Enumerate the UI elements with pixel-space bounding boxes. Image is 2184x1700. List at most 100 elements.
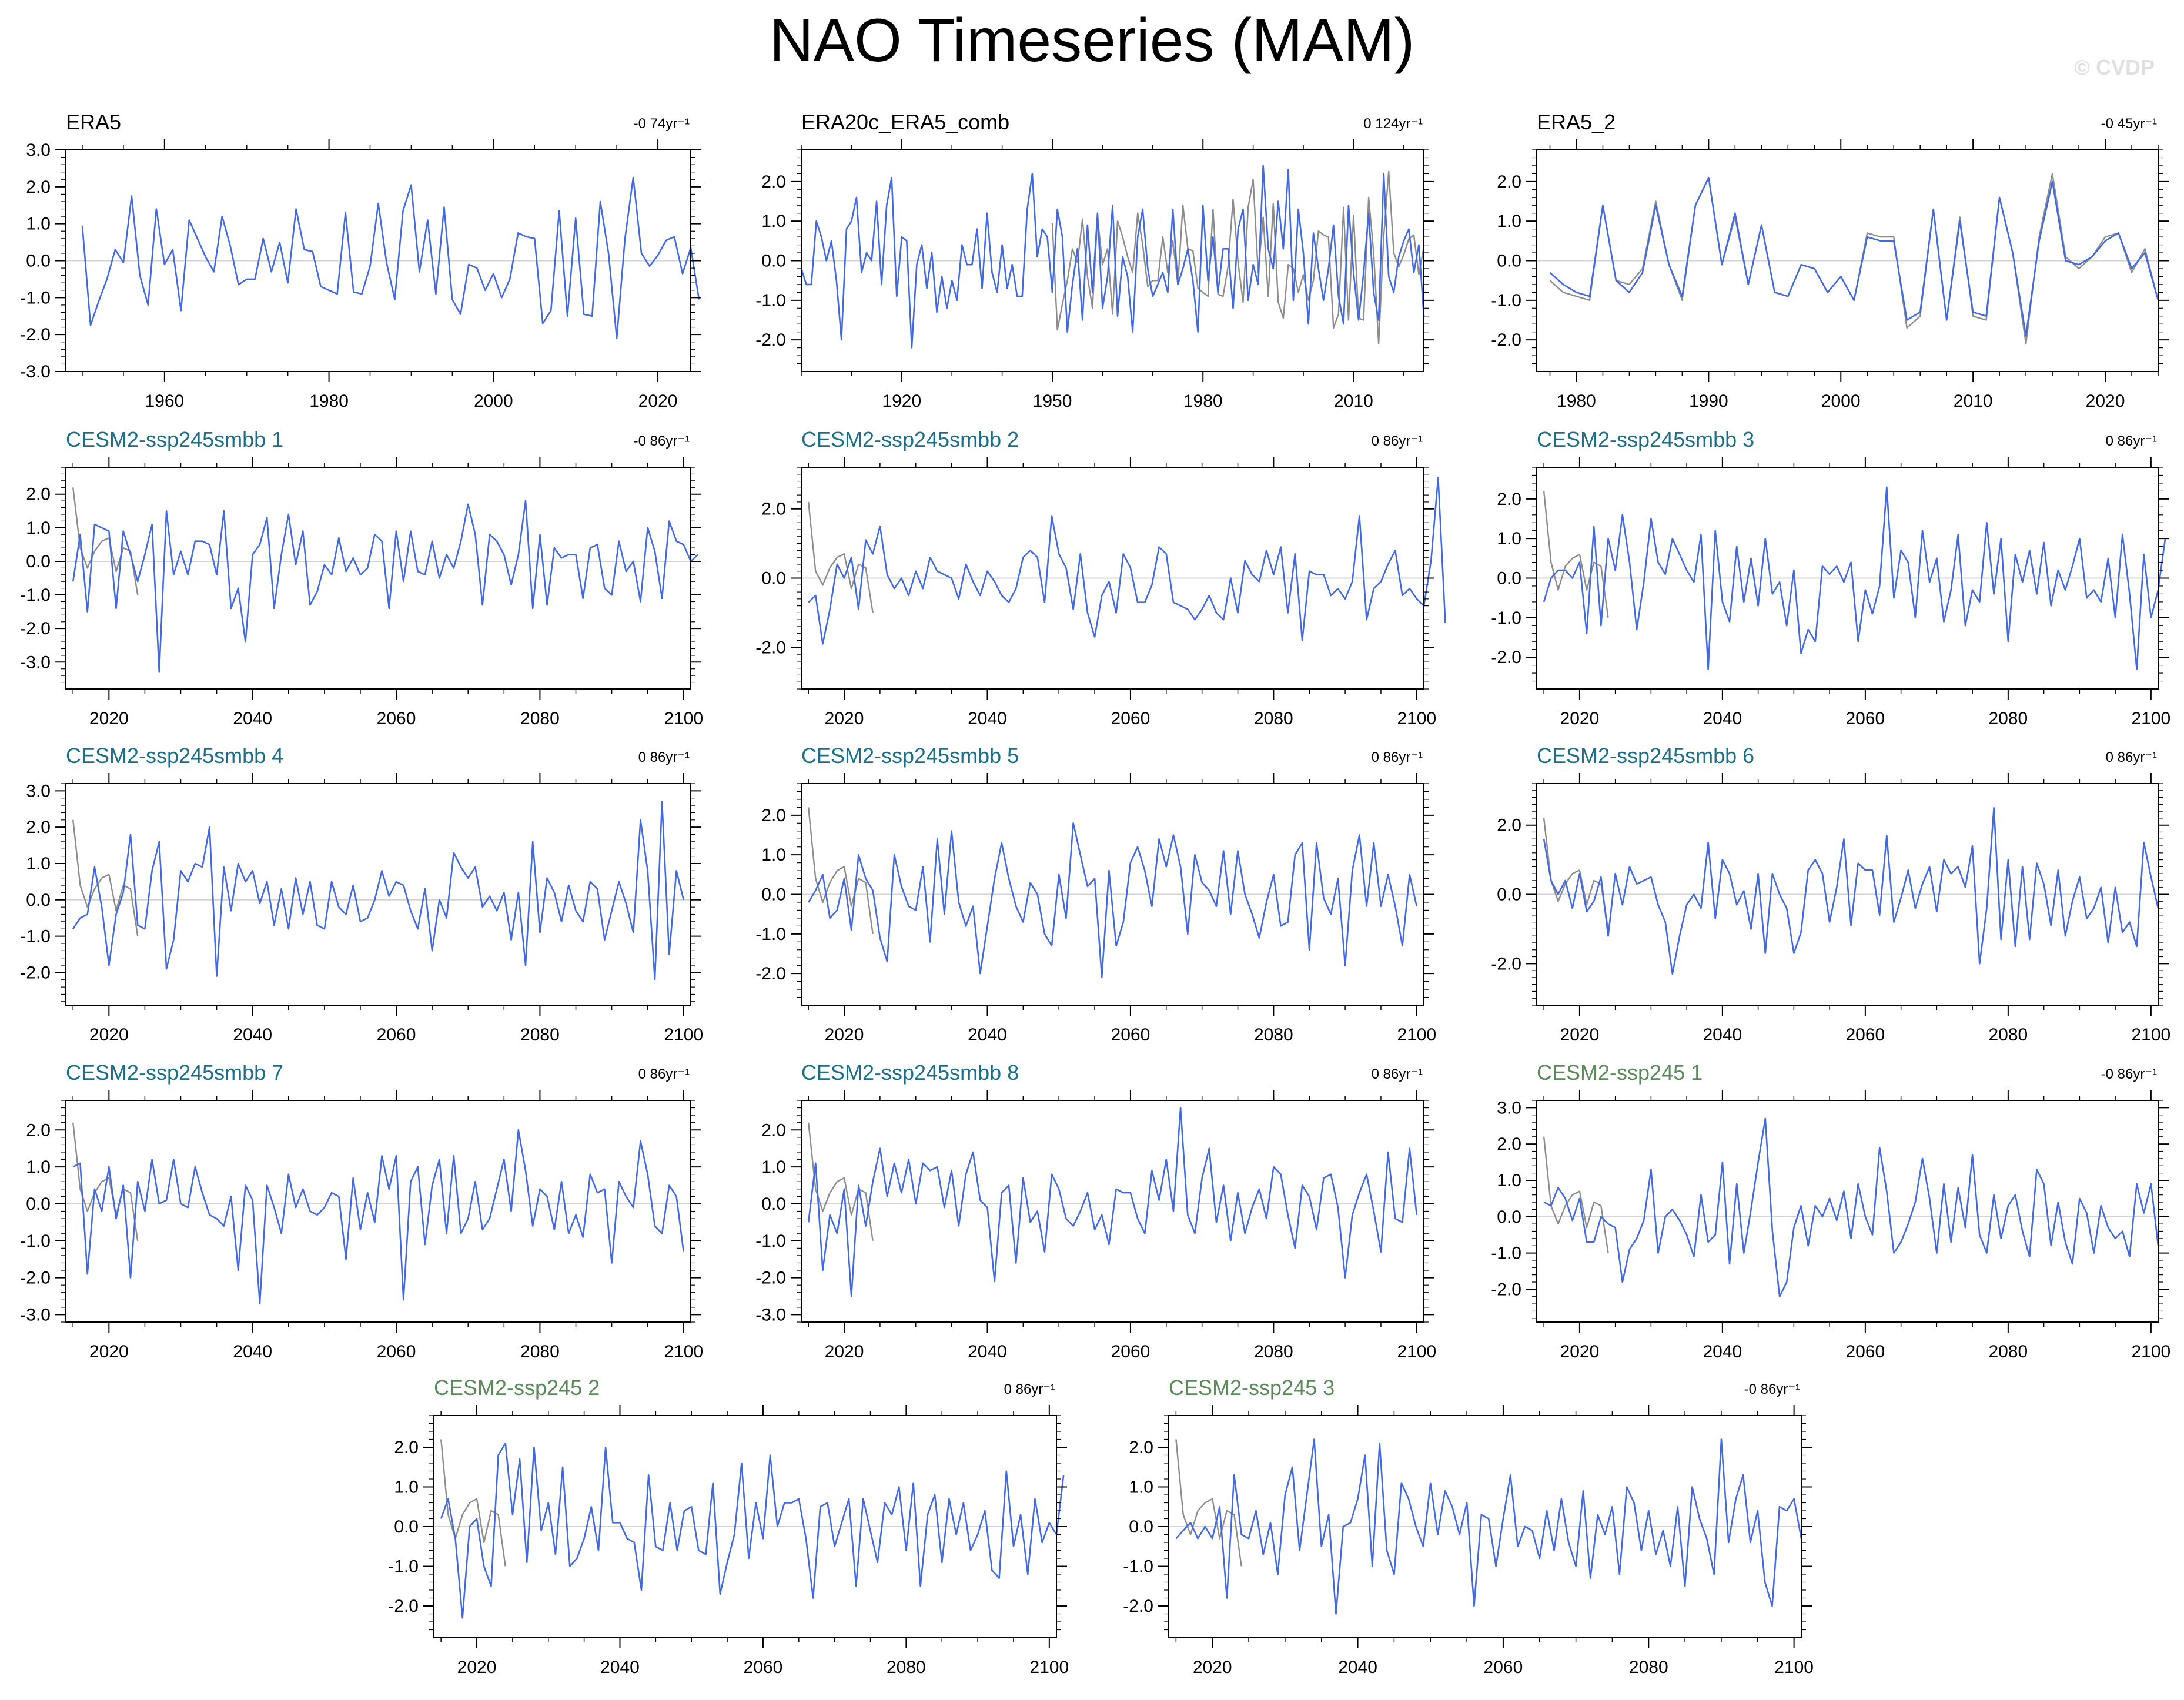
y-tick-label: -1.0 — [20, 585, 51, 605]
trend-label: 0 86yr⁻¹ — [1372, 433, 1423, 449]
x-tick-label: 2010 — [1334, 391, 1373, 411]
x-tick-label: 1990 — [1689, 391, 1728, 411]
y-tick-label: 1.0 — [1497, 212, 1521, 231]
x-tick-label: 2080 — [1988, 709, 2028, 728]
panel-title: CESM2-ssp245smbb 5 — [801, 744, 1019, 768]
y-tick-label: 2.0 — [26, 818, 51, 837]
panel-title: CESM2-ssp245 1 — [1537, 1060, 1703, 1085]
y-tick-label: -3.0 — [755, 1305, 786, 1324]
model-series-line — [808, 822, 1418, 979]
y-tick-label: -2.0 — [1491, 954, 1521, 973]
x-tick-label: 2040 — [1703, 1025, 1742, 1045]
y-tick-label: 0.0 — [26, 891, 51, 910]
y-tick-label: -2.0 — [1123, 1597, 1153, 1616]
x-tick-label: 2020 — [2086, 391, 2125, 411]
chart-panel: 2020 2040 2060 2080 2100 3.0 2.0 1.0 0.0 -1.0 -2.0… — [1491, 1060, 2170, 1361]
y-tick-label: 1.0 — [761, 845, 786, 865]
y-tick-label: 1.0 — [1497, 1171, 1521, 1190]
y-tick-label: 1.0 — [26, 215, 51, 234]
y-tick-label: 3.0 — [1497, 1098, 1521, 1117]
chart-panel: 2020 2040 2060 2080 2100 2.0 1.0 0.0 -1.0 -2.0 CES… — [388, 1376, 1069, 1677]
y-tick-label: -1.0 — [388, 1557, 419, 1577]
x-tick-label: 2040 — [1338, 1658, 1377, 1677]
x-tick-label: 2080 — [520, 1342, 560, 1361]
y-tick-label: 0.0 — [26, 1194, 51, 1214]
trend-label: -0 86yr⁻¹ — [1744, 1381, 1800, 1397]
x-tick-label: 2020 — [1560, 1025, 1600, 1045]
y-tick-label: 1.0 — [26, 518, 51, 538]
x-tick-label: 2040 — [233, 1025, 272, 1045]
chart-panel: 1960 1980 2000 2020 3.0 2.0 1.0 0.0 -1.0 -2.0 -3.0… — [20, 110, 701, 411]
y-tick-label: 2.0 — [761, 1120, 786, 1140]
y-tick-label: 0.0 — [1497, 885, 1521, 905]
x-tick-label: 2060 — [1111, 1342, 1150, 1361]
y-tick-label: 1.0 — [761, 1157, 786, 1177]
y-tick-label: -2.0 — [20, 963, 51, 982]
panel-title: CESM2-ssp245smbb 3 — [1537, 427, 1754, 451]
model-series-line — [72, 1129, 685, 1304]
obs-series-line — [808, 807, 874, 934]
y-tick-label: 3.0 — [26, 781, 51, 801]
x-tick-label: 2060 — [1484, 1658, 1523, 1677]
chart-panel: 2020 2040 2060 2080 2100 2.0 1.0 0.0 -1.0 -2.0 -3.… — [755, 1060, 1436, 1361]
x-tick-label: 2020 — [457, 1658, 497, 1677]
y-tick-label: -2.0 — [755, 1269, 786, 1288]
model-series-line — [1175, 1438, 1802, 1615]
x-tick-label: 2080 — [1254, 1342, 1293, 1361]
chart-panel: 2020 2040 2060 2080 2100 2.0 0.0 -2.0 CESM2-ssp2… — [1491, 744, 2170, 1045]
y-tick-label: -2.0 — [755, 638, 786, 657]
y-tick-label: 2.0 — [761, 500, 786, 519]
chart-panel: 1980 1990 2000 2010 2020 2.0 1.0 0.0 -1.0 -2.0 ERA… — [1491, 110, 2169, 411]
x-tick-label: 2100 — [1029, 1658, 1069, 1677]
chart-panel: 2020 2040 2060 2080 2100 2.0 1.0 0.0 -1.0 -2.0 CES… — [755, 744, 1436, 1045]
y-tick-label: 1.0 — [1497, 529, 1521, 548]
y-tick-label: -2.0 — [20, 325, 51, 344]
y-tick-label: 2.0 — [26, 485, 51, 504]
x-tick-label: 2060 — [377, 1025, 416, 1045]
chart-panel: 2020 2040 2060 2080 2100 2.0 1.0 0.0 -1.0 -2.0 CES… — [1123, 1376, 1814, 1677]
x-tick-label: 2040 — [968, 1025, 1007, 1045]
y-tick-label: 2.0 — [761, 172, 786, 192]
x-tick-label: 2100 — [2131, 1025, 2170, 1045]
obs-series-line — [1051, 170, 1425, 345]
watermark: © CVDP — [2074, 55, 2155, 79]
trend-label: 0 86yr⁻¹ — [638, 749, 690, 765]
model-series-line — [800, 165, 1425, 349]
panel-title: CESM2-ssp245smbb 6 — [1537, 744, 1754, 768]
trend-label: -0 86yr⁻¹ — [2101, 1066, 2157, 1082]
trend-label: -0 74yr⁻¹ — [634, 116, 690, 132]
y-tick-label: -2.0 — [1491, 330, 1521, 350]
y-tick-label: 2.0 — [1497, 172, 1521, 192]
y-tick-label: 0.0 — [26, 552, 51, 571]
chart-panel: 2020 2040 2060 2080 2100 3.0 2.0 1.0 0.0 -1.0 -2.0… — [20, 744, 703, 1045]
y-tick-label: 0.0 — [26, 252, 51, 271]
trend-label: 0 86yr⁻¹ — [1372, 749, 1423, 765]
x-tick-label: 2100 — [1397, 1342, 1436, 1361]
y-tick-label: -1.0 — [1491, 608, 1521, 628]
model-series-line — [807, 1107, 1418, 1297]
model-series-line — [808, 477, 1446, 645]
y-tick-label: -2.0 — [755, 964, 786, 983]
trend-label: 0 86yr⁻¹ — [2106, 433, 2157, 449]
y-tick-label: 2.0 — [1497, 1135, 1521, 1154]
y-tick-label: 1.0 — [394, 1478, 419, 1497]
x-tick-label: 2100 — [664, 1025, 703, 1045]
trend-label: -0 45yr⁻¹ — [2101, 116, 2157, 132]
x-tick-label: 2080 — [887, 1658, 926, 1677]
y-tick-label: 1.0 — [1129, 1478, 1153, 1497]
panel-title: CESM2-ssp245 3 — [1169, 1376, 1335, 1400]
y-tick-label: -2.0 — [1491, 648, 1521, 667]
panel-title: CESM2-ssp245smbb 2 — [801, 427, 1019, 451]
y-tick-label: 0.0 — [761, 252, 786, 271]
x-tick-label: 2100 — [1774, 1658, 1814, 1677]
x-tick-label: 2000 — [474, 391, 513, 411]
y-tick-label: 2.0 — [26, 1120, 51, 1140]
x-tick-label: 2020 — [638, 391, 678, 411]
x-tick-label: 2100 — [2131, 1342, 2170, 1361]
x-tick-label: 2020 — [1193, 1658, 1232, 1677]
model-series-line — [81, 176, 700, 339]
x-tick-label: 2040 — [1703, 709, 1742, 728]
x-tick-label: 2100 — [664, 1342, 703, 1361]
plot-frame — [65, 1100, 691, 1323]
y-tick-label: 2.0 — [1497, 490, 1521, 509]
